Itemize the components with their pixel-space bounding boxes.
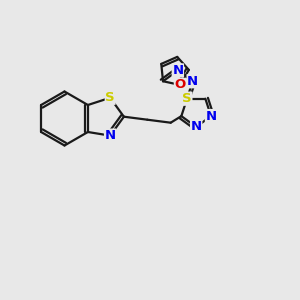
Text: S: S [182, 92, 192, 105]
Text: N: N [206, 110, 217, 123]
Text: N: N [190, 120, 202, 134]
Text: N: N [187, 75, 198, 88]
Text: N: N [172, 64, 183, 77]
Text: S: S [105, 91, 115, 104]
Text: N: N [105, 129, 116, 142]
Text: O: O [174, 78, 186, 92]
